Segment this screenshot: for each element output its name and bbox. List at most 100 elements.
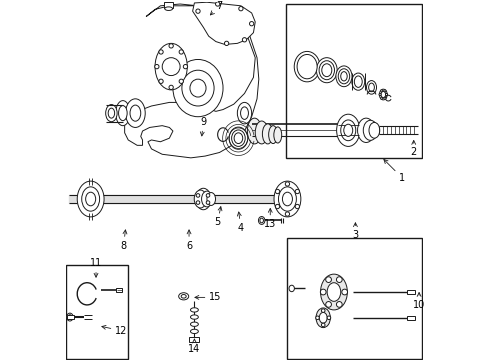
Circle shape	[383, 97, 385, 99]
Circle shape	[315, 316, 319, 320]
Ellipse shape	[262, 124, 273, 144]
Ellipse shape	[125, 99, 145, 127]
Ellipse shape	[255, 121, 267, 144]
Ellipse shape	[326, 283, 340, 301]
Ellipse shape	[268, 126, 277, 144]
Circle shape	[179, 50, 183, 54]
Circle shape	[385, 94, 387, 96]
Circle shape	[336, 302, 342, 307]
Ellipse shape	[316, 58, 336, 83]
Circle shape	[196, 194, 200, 197]
Ellipse shape	[108, 108, 114, 118]
Ellipse shape	[155, 43, 187, 90]
Bar	[163, 2, 173, 8]
Circle shape	[380, 90, 382, 92]
Circle shape	[183, 64, 187, 69]
Ellipse shape	[206, 193, 215, 206]
Text: 3: 3	[352, 223, 358, 240]
Circle shape	[383, 90, 385, 92]
Ellipse shape	[273, 127, 281, 143]
Ellipse shape	[190, 315, 198, 319]
Circle shape	[159, 79, 163, 84]
Circle shape	[162, 58, 180, 76]
Circle shape	[380, 97, 382, 99]
Ellipse shape	[368, 83, 374, 92]
Ellipse shape	[85, 192, 96, 206]
Ellipse shape	[164, 7, 172, 10]
Text: 12: 12	[102, 325, 127, 336]
Ellipse shape	[190, 322, 198, 327]
Circle shape	[321, 323, 325, 327]
Ellipse shape	[354, 76, 362, 87]
Circle shape	[224, 41, 228, 45]
Ellipse shape	[77, 181, 104, 217]
Text: 11: 11	[90, 258, 102, 277]
Text: 1: 1	[383, 159, 404, 183]
Ellipse shape	[231, 130, 244, 147]
Ellipse shape	[68, 315, 72, 319]
Ellipse shape	[194, 190, 206, 208]
Ellipse shape	[282, 192, 292, 206]
Circle shape	[336, 277, 342, 283]
Text: 14: 14	[188, 339, 200, 354]
Circle shape	[325, 302, 331, 307]
Ellipse shape	[368, 122, 379, 138]
Polygon shape	[124, 4, 258, 158]
Ellipse shape	[366, 81, 376, 94]
Ellipse shape	[294, 51, 319, 82]
Circle shape	[275, 204, 279, 209]
Text: 13: 13	[264, 208, 276, 229]
Polygon shape	[192, 2, 255, 44]
Ellipse shape	[340, 72, 346, 81]
Ellipse shape	[336, 114, 359, 147]
Ellipse shape	[189, 79, 205, 97]
Circle shape	[206, 201, 209, 204]
Ellipse shape	[319, 61, 334, 80]
Circle shape	[285, 182, 289, 186]
Bar	[285, 4, 421, 158]
Bar	[287, 238, 421, 359]
Text: 4: 4	[237, 212, 244, 233]
Circle shape	[238, 6, 243, 11]
Circle shape	[295, 189, 299, 194]
Ellipse shape	[234, 133, 242, 144]
Ellipse shape	[273, 181, 300, 217]
Ellipse shape	[195, 188, 210, 210]
Circle shape	[169, 44, 173, 48]
Ellipse shape	[340, 120, 355, 141]
Ellipse shape	[66, 313, 73, 321]
Ellipse shape	[182, 70, 214, 106]
Circle shape	[285, 212, 289, 216]
Ellipse shape	[173, 59, 223, 117]
Ellipse shape	[130, 105, 141, 121]
Circle shape	[215, 2, 220, 6]
Ellipse shape	[190, 308, 198, 312]
Ellipse shape	[357, 118, 374, 143]
Circle shape	[242, 38, 246, 42]
Circle shape	[169, 85, 173, 90]
Circle shape	[295, 204, 299, 209]
Ellipse shape	[118, 105, 127, 121]
Ellipse shape	[258, 216, 264, 224]
Circle shape	[321, 309, 325, 312]
Ellipse shape	[229, 127, 247, 149]
Bar	[66, 265, 128, 359]
Ellipse shape	[363, 120, 377, 140]
Ellipse shape	[288, 285, 294, 292]
Circle shape	[206, 194, 209, 197]
Circle shape	[275, 189, 279, 194]
Ellipse shape	[240, 107, 248, 120]
Ellipse shape	[335, 66, 351, 87]
Bar	[116, 288, 122, 292]
Ellipse shape	[116, 100, 130, 126]
Circle shape	[195, 9, 200, 13]
Ellipse shape	[297, 54, 317, 79]
Bar	[66, 315, 74, 319]
Ellipse shape	[319, 312, 326, 323]
Text: 2: 2	[410, 140, 416, 157]
Circle shape	[196, 201, 200, 204]
Ellipse shape	[105, 104, 117, 122]
Ellipse shape	[178, 293, 188, 300]
Ellipse shape	[81, 187, 100, 211]
Circle shape	[325, 277, 331, 283]
